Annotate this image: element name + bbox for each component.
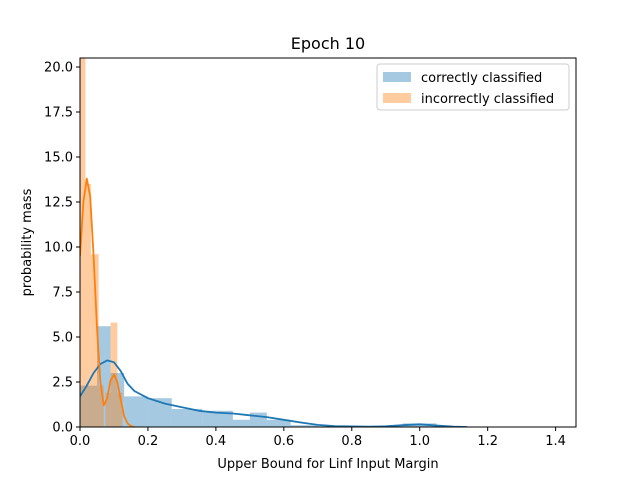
x-tick-label: 0.2 [138,434,159,449]
bar-correct-2 [110,373,125,427]
y-tick-label: 0.0 [52,421,73,436]
legend-label-correct: correctly classified [421,71,542,86]
y-tick-label: 15.0 [44,151,73,166]
legend-swatch-incorrect [383,93,411,103]
y-tick-label: 10.0 [44,241,73,256]
y-tick-label: 7.5 [52,286,73,301]
plot-frame [79,57,577,428]
y-axis-ticks: 0.0 2.5 5.0 7.5 10.0 12.5 15.0 17.5 20.0 [44,61,80,436]
kde-line-correct [80,359,468,427]
bar-incorrect-6 [117,392,123,427]
bar-incorrect-4 [105,392,111,427]
bar-correct-0 [80,385,97,427]
chart-title: Epoch 10 [291,34,365,53]
bar-correct-9 [266,419,291,427]
x-tick-label: 0.8 [341,434,362,449]
y-tick-label: 2.5 [52,376,73,391]
legend-label-incorrect: incorrectly classified [421,92,554,107]
legend-swatch-correct [383,72,411,82]
kde-line-incorrect [80,177,135,427]
y-tick-label: 17.5 [44,106,73,121]
y-tick-label: 12.5 [44,196,73,211]
x-tick-label: 1.4 [545,434,566,449]
x-axis-ticks: 0.0 0.2 0.4 0.6 0.8 1.0 1.2 1.4 [70,427,566,449]
y-tick-label: 20.0 [44,61,73,76]
x-tick-label: 1.0 [409,434,430,449]
bar-correct-10 [290,425,318,427]
kde-layer [80,177,468,427]
bar-correct-7 [232,419,250,427]
bar-incorrect-3 [98,385,104,427]
y-axis-label: probability mass [20,188,35,296]
bar-incorrect-0 [80,58,86,427]
bar-correct-5 [171,409,203,427]
y-tick-label: 5.0 [52,331,73,346]
legend-box [376,63,570,111]
x-axis-label: Upper Bound for Linf Input Margin [217,457,438,472]
legend: correctly classified incorrectly classif… [376,63,570,111]
bar-incorrect-1 [85,184,91,427]
bar-correct-4 [147,398,172,427]
x-tick-label: 0.0 [70,434,91,449]
x-tick-label: 0.6 [273,434,294,449]
bar-correct-6 [202,410,233,427]
bar-correct-1 [96,326,111,427]
bar-incorrect-2 [90,254,99,427]
x-tick-label: 1.2 [477,434,498,449]
x-tick-label: 0.4 [206,434,227,449]
bars-layer [80,58,437,427]
bar-correct-3 [124,396,148,427]
